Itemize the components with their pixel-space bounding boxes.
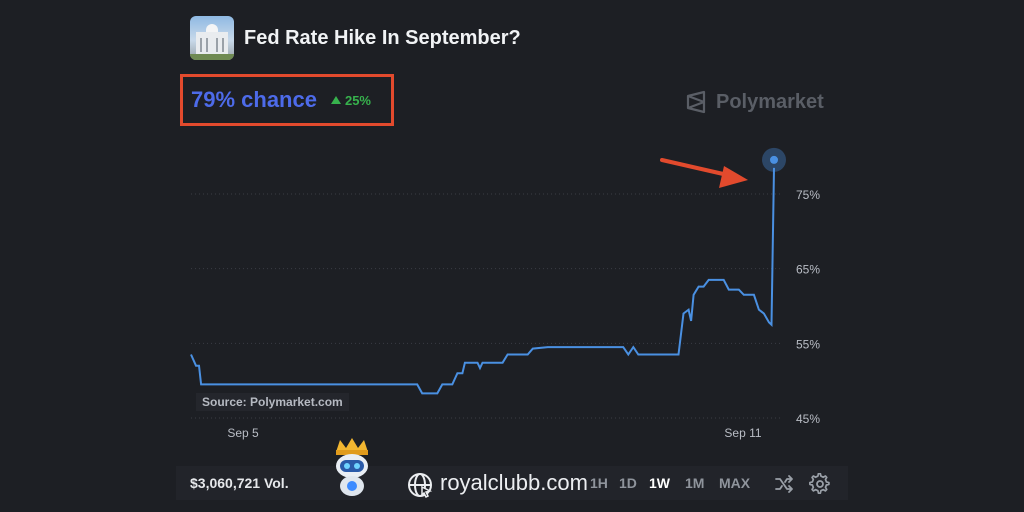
chart-toolbar (176, 466, 848, 500)
arrow-up-icon (330, 96, 341, 104)
federal-reserve-building-icon (190, 16, 234, 60)
polymarket-logo-icon (686, 90, 706, 114)
timeframe-1m[interactable]: 1M (685, 475, 705, 491)
chance-label: 79% chance (191, 87, 317, 112)
timeframe-1d[interactable]: 1D (619, 475, 637, 491)
market-title: Fed Rate Hike In September? (244, 26, 521, 49)
y-tick-label: 75% (796, 188, 820, 202)
volume-label: $3,060,721 Vol. (190, 475, 289, 491)
change-badge: 25% (330, 92, 371, 108)
current-point[interactable] (770, 155, 778, 164)
timeframe-max[interactable]: MAX (719, 475, 751, 491)
annotation-arrow (660, 158, 748, 188)
timeframe-1h[interactable]: 1H (590, 475, 608, 491)
robot-king-mascot-icon (336, 438, 368, 496)
x-tick-label: Sep 5 (227, 426, 259, 440)
source-label: Source: Polymarket.com (196, 393, 349, 411)
market-header: Fed Rate Hike In September? (190, 16, 521, 60)
change-label: 25% (344, 92, 371, 108)
brand-name: Polymarket (716, 90, 824, 113)
shuffle-icon[interactable] (774, 474, 794, 494)
polymarket-brand: Polymarket (684, 90, 824, 114)
gear-icon[interactable] (809, 473, 831, 495)
x-tick-label: Sep 11 (724, 426, 761, 440)
watermark-text: royalclubb.com (440, 470, 588, 495)
series-line (190, 167, 775, 395)
y-tick-label: 45% (796, 412, 820, 426)
globe-icon (408, 473, 433, 499)
chance-highlight: 79% chance 25% (180, 74, 394, 126)
timeframe-1w[interactable]: 1W (649, 475, 670, 491)
y-tick-label: 65% (796, 263, 820, 277)
y-tick-label: 55% (796, 337, 820, 351)
